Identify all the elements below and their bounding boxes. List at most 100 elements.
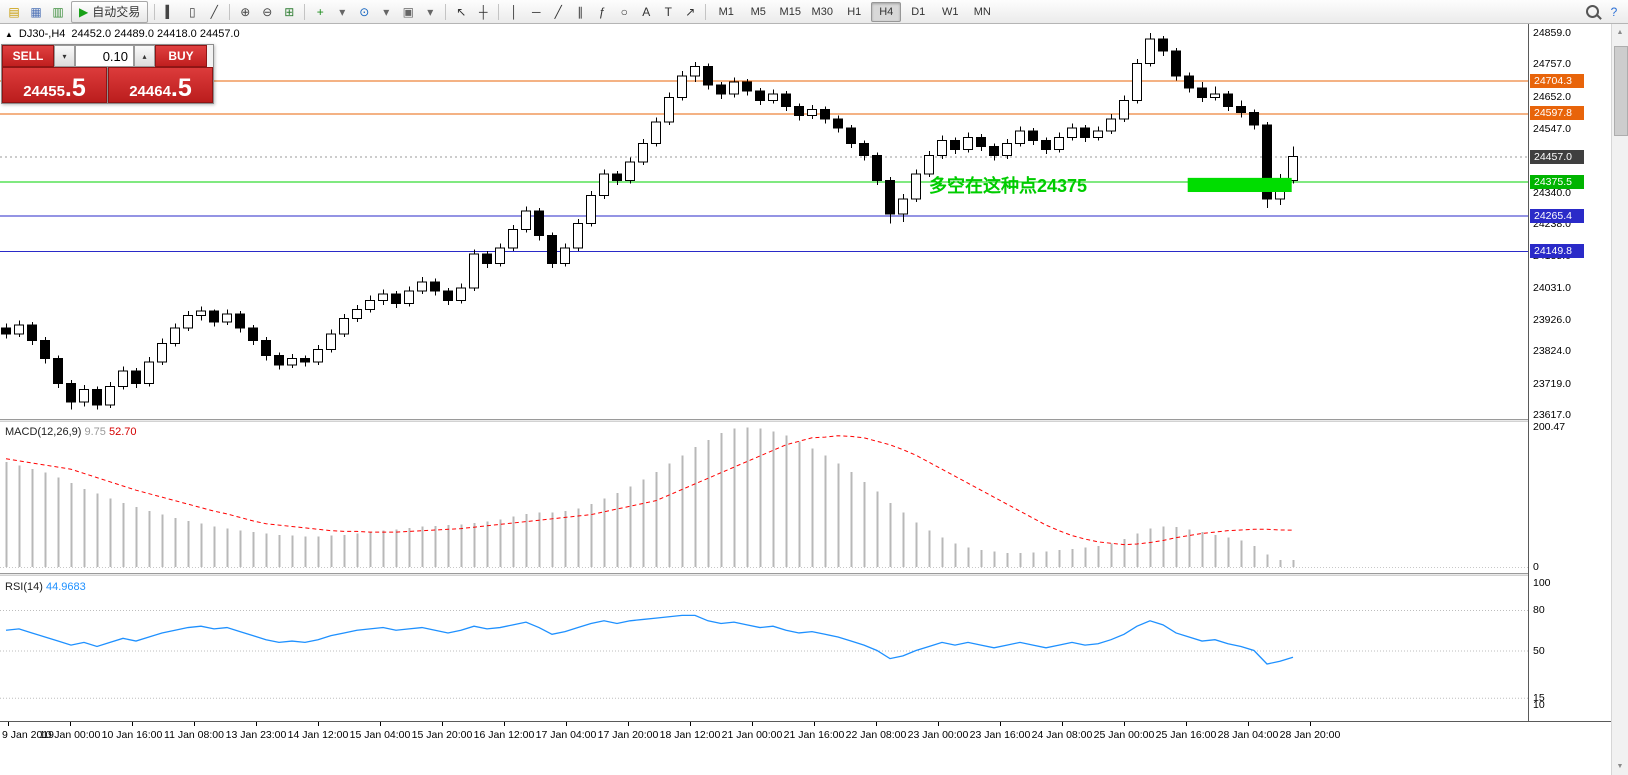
price-scale-label: 24757.0 (1533, 58, 1571, 71)
candle (248, 324, 258, 345)
time-scale-label: 13 Jan 23:00 (225, 729, 287, 741)
buy-price-button[interactable]: 24464.5 (108, 67, 213, 103)
rsi-pane[interactable] (0, 576, 1528, 721)
timeframe-h4-button[interactable]: H4 (871, 1, 902, 22)
trendline-icon[interactable]: ╱ (554, 4, 562, 19)
toolbar-separator (229, 3, 231, 20)
search-icon[interactable] (1582, 2, 1602, 22)
scroll-up-button[interactable]: ▲ (1612, 24, 1628, 41)
arrows-icon[interactable]: ↗ (685, 4, 696, 19)
shapes-icon[interactable]: ○ (620, 4, 628, 19)
main-chart[interactable]: 多空在这种点24375 (0, 24, 1528, 419)
crosshair-icon[interactable]: ┼ (478, 4, 488, 19)
text-icon[interactable]: A (642, 4, 651, 19)
candle (716, 81, 726, 99)
candle (534, 208, 544, 241)
zoom-in-icon[interactable]: ⊕ (240, 4, 251, 19)
volume-increase-button[interactable]: ▴ (134, 45, 155, 67)
periods-menu-arrow-icon[interactable]: ▾ (383, 4, 390, 19)
label-icon[interactable]: T (664, 4, 672, 19)
candle (1262, 121, 1272, 209)
sell-price-button[interactable]: 24455.5 (2, 67, 107, 103)
candle (144, 357, 154, 387)
candlestick-chart-icon[interactable]: ▯ (188, 4, 196, 19)
time-tick (8, 722, 9, 726)
volume-decrease-button[interactable]: ▾ (54, 45, 75, 67)
market-watch-icon[interactable]: ▥ (52, 4, 64, 19)
tile-windows-icon[interactable]: ⊞ (284, 4, 295, 19)
vertical-line-icon[interactable]: │ (510, 4, 519, 19)
chart-text-annotation[interactable]: 多空在这种点24375 (929, 175, 1087, 196)
templates-icon[interactable]: ▣ (402, 4, 414, 19)
volume-input[interactable] (75, 45, 134, 67)
timeframe-m30-button[interactable]: M30 (811, 5, 833, 18)
indicators-icon[interactable]: + (316, 4, 324, 19)
zoom-out-icon[interactable]: ⊖ (262, 4, 273, 19)
candle (235, 311, 245, 333)
timeframe-d1-button[interactable]: D1 (911, 5, 926, 18)
candle (872, 152, 882, 185)
time-tick (876, 722, 877, 726)
one-click-trading-panel: SELL ▾ ▴ BUY 24455.5 24464.5 (1, 44, 214, 104)
candle (560, 243, 570, 267)
chart-window-icon[interactable]: ▦ (30, 4, 42, 19)
auto-trading-button[interactable]: ▶ 自动交易 (71, 0, 149, 23)
timeframe-m1-button[interactable]: M1 (718, 5, 734, 18)
indicators-menu-arrow-icon[interactable]: ▾ (339, 4, 346, 19)
time-tick (70, 722, 71, 726)
price-scale-label: 24859.0 (1533, 27, 1571, 39)
candle (976, 134, 986, 152)
buy-price-dec: .5 (170, 73, 192, 102)
candle (937, 135, 947, 159)
bar-chart-icon[interactable]: ▍ (165, 4, 175, 19)
time-tick (1000, 722, 1001, 726)
candle (1184, 72, 1194, 93)
candle (118, 366, 128, 390)
candle (586, 191, 596, 227)
timeframe-h1-button[interactable]: H1 (847, 5, 862, 18)
timeframe-mn-button[interactable]: MN (973, 5, 991, 18)
new-order-icon[interactable]: ▤ (8, 4, 20, 19)
candle (66, 380, 76, 410)
green-highlight-rectangle[interactable] (1187, 177, 1292, 193)
candle (1288, 146, 1298, 184)
horizontal-line-icon[interactable]: ─ (531, 4, 541, 19)
line-chart-icon[interactable]: ╱ (210, 4, 218, 19)
scroll-down-button[interactable]: ▼ (1612, 758, 1628, 775)
timeframe-w1-button[interactable]: W1 (942, 5, 959, 18)
price-badge-green-level: 24375.5 (1530, 174, 1584, 189)
chart-shift-marker-icon[interactable]: ▲ (5, 29, 13, 39)
candle (1223, 91, 1233, 112)
periods-icon[interactable]: ⊙ (359, 4, 370, 19)
macd-pane[interactable] (0, 422, 1528, 573)
toolbar-separator (445, 3, 447, 20)
templates-menu-arrow-icon[interactable]: ▾ (427, 4, 434, 19)
price-axis[interactable]: 24859.0 24757.0 24652.0 24547.0 24340.0 24238… (1528, 24, 1611, 721)
scrollbar-thumb[interactable] (1614, 46, 1628, 136)
candle (209, 309, 219, 327)
sell-button[interactable]: SELL (2, 45, 54, 67)
help-icon[interactable]: ? (1610, 4, 1618, 19)
time-scale-label: 14 Jan 12:00 (287, 729, 349, 741)
channel-icon[interactable]: ∥ (577, 4, 584, 19)
pane-separator[interactable] (0, 573, 1611, 576)
candle (1197, 81, 1207, 102)
candle (482, 251, 492, 268)
candle (1236, 100, 1246, 118)
candle (807, 104, 817, 119)
pane-separator[interactable] (0, 419, 1611, 422)
vertical-scrollbar[interactable]: ▲ ▼ (1611, 24, 1628, 775)
candle (820, 106, 830, 124)
cursor-icon[interactable]: ↖ (456, 4, 467, 19)
buy-button[interactable]: BUY (155, 45, 207, 67)
time-scale-label: 15 Jan 20:00 (411, 729, 473, 741)
candle (1132, 58, 1142, 104)
candle (1249, 109, 1259, 130)
candle (794, 103, 804, 121)
candle (339, 314, 349, 338)
timeframe-m5-button[interactable]: M5 (750, 5, 766, 18)
time-axis[interactable]: 9 Jan 2019 10 Jan 00:00 10 Jan 16:00 11 Jan… (0, 721, 1611, 775)
candle (963, 132, 973, 153)
fibonacci-icon[interactable]: ƒ (598, 4, 606, 19)
timeframe-m15-button[interactable]: M15 (779, 5, 801, 18)
